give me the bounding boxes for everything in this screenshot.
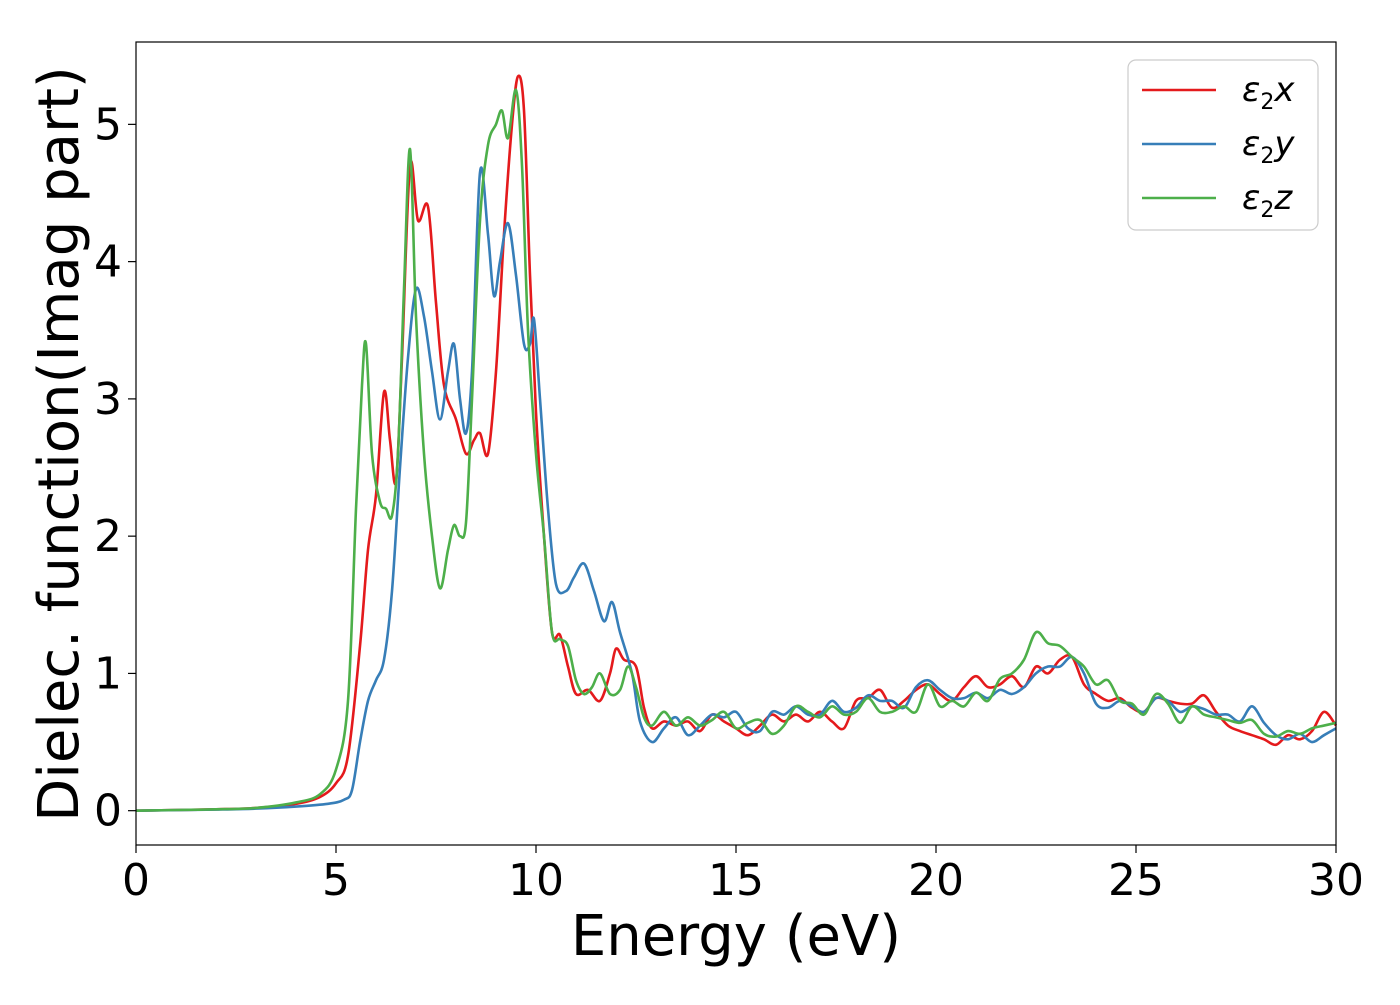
legend-entry-e2x: ε2x xyxy=(1242,70,1295,115)
legend-entry-e2z: ε2z xyxy=(1242,178,1293,223)
legend-entry-e2y: ε2y xyxy=(1242,124,1295,169)
x-tick-label: 15 xyxy=(708,855,764,906)
legend-label-tail: x xyxy=(1273,70,1295,110)
x-tick-label: 25 xyxy=(1108,855,1164,906)
legend-label-tail: z xyxy=(1273,178,1293,218)
y-tick-label: 0 xyxy=(94,786,122,837)
y-tick-label: 5 xyxy=(94,99,122,150)
legend-label-sub: 2 xyxy=(1260,144,1274,169)
y-tick-label: 2 xyxy=(94,511,122,562)
x-tick-label: 5 xyxy=(322,855,350,906)
series-line-e2y xyxy=(135,166,1337,812)
x-axis-ticks: 0 5 10 15 20 25 30 xyxy=(122,845,1364,906)
legend-box xyxy=(1127,59,1319,231)
legend-label-main: ε xyxy=(1242,70,1260,110)
y-axis-title: Dielec. function(Imag part) xyxy=(27,66,92,822)
x-tick-label: 20 xyxy=(908,855,964,906)
legend-label-sub: 2 xyxy=(1260,198,1274,223)
legend-label-tail: y xyxy=(1273,124,1295,164)
y-axis-ticks: 0 1 2 3 4 5 xyxy=(94,99,136,837)
y-tick-label: 3 xyxy=(94,374,122,425)
legend-label-sub: 2 xyxy=(1260,90,1274,115)
series-line-e2x xyxy=(135,74,1338,812)
y-tick-label: 4 xyxy=(94,237,122,288)
legend-label-main: ε xyxy=(1242,124,1260,164)
x-tick-label: 10 xyxy=(508,855,564,906)
x-axis-title: Energy (eV) xyxy=(571,904,901,969)
series-lines xyxy=(135,74,1338,812)
x-tick-label: 30 xyxy=(1308,855,1364,906)
series-line-e2z xyxy=(135,88,1337,812)
legend-label-main: ε xyxy=(1242,178,1260,218)
y-tick-label: 1 xyxy=(94,648,122,699)
x-tick-label: 0 xyxy=(122,855,150,906)
